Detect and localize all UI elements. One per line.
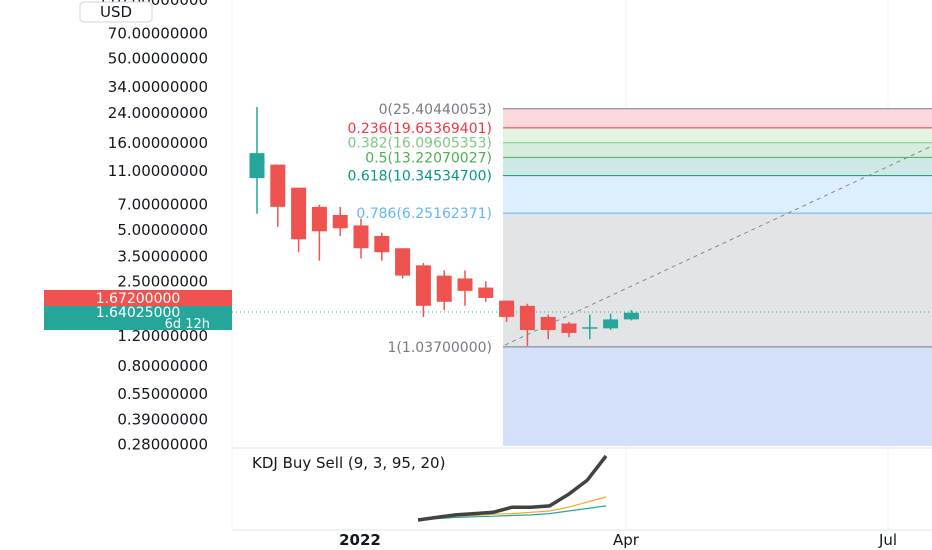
candle-body-5[interactable] (353, 225, 369, 249)
price-tick-2: 50.00000000 (108, 49, 208, 67)
price-tick-15: 0.28000000 (117, 435, 208, 453)
candle-body-13[interactable] (519, 305, 535, 331)
candle-body-8[interactable] (415, 265, 431, 306)
price-tick-3: 34.00000000 (108, 78, 208, 96)
last-price-value: 1.67200000 (96, 291, 181, 307)
fib-label-1: 0.236(19.65369401) (347, 121, 492, 137)
currency-label: USD (100, 3, 132, 21)
price-tick-13: 0.55000000 (117, 385, 208, 403)
candle-body-18[interactable] (623, 312, 639, 320)
fib-label-5: 0.786(6.25162371) (356, 206, 492, 222)
price-tick-8: 5.00000000 (117, 221, 208, 239)
price-tick-14: 0.39000000 (117, 411, 208, 429)
candle-body-12[interactable] (499, 300, 515, 317)
time-label-apr: Apr (613, 531, 640, 549)
price-tick-6: 11.00000000 (108, 162, 208, 180)
kdj-indicator-lines (417, 454, 608, 522)
indicator-title[interactable]: KDJ Buy Sell (9, 3, 95, 20) (252, 454, 445, 472)
candle-body-2[interactable] (291, 187, 307, 240)
price-tick-1: 70.00000000 (108, 24, 208, 42)
time-label-2022: 2022 (339, 531, 381, 549)
candle-body-3[interactable] (311, 206, 327, 232)
candle-body-9[interactable] (436, 275, 452, 302)
fib-zone-below (503, 346, 932, 446)
fib-label-2: 0.382(16.09605353) (347, 136, 492, 152)
fib-zone-3 (503, 142, 932, 158)
price-tick-11: 1.20000000 (117, 327, 208, 345)
price-tick-9: 3.50000000 (117, 247, 208, 265)
candle-body-15[interactable] (561, 323, 577, 333)
price-tick-5: 16.00000000 (108, 134, 208, 152)
kdj-j-line (417, 505, 607, 521)
price-axis[interactable]: 110.00000000 70.00000000 50.00000000 34.000… (98, 0, 208, 453)
bar-countdown: 6d 12h (165, 317, 210, 332)
price-tick-0: 110.00000000 (98, 0, 208, 9)
kdj-k-line (417, 454, 608, 522)
candle-body-17[interactable] (603, 319, 619, 329)
price-tick-4: 24.00000000 (108, 104, 208, 122)
candlestick-series[interactable] (249, 107, 639, 346)
fib-label-0: 0(25.40440053) (379, 102, 492, 118)
fib-zone-4 (503, 157, 932, 176)
fib-label-6: 1(1.03700000) (388, 340, 492, 356)
candle-body-7[interactable] (395, 248, 411, 276)
current-price-badge (44, 306, 232, 330)
candle-body-0[interactable] (249, 153, 265, 179)
candle-body-6[interactable] (374, 235, 390, 253)
candle-body-14[interactable] (540, 316, 556, 331)
current-price-value: 1.64025000 (96, 305, 181, 321)
candle-body-10[interactable] (457, 278, 473, 291)
price-tick-7: 7.00000000 (117, 196, 208, 214)
candle-body-16[interactable] (582, 327, 598, 329)
candle-body-4[interactable] (332, 214, 348, 229)
price-tick-12: 0.80000000 (117, 357, 208, 375)
candle-body-11[interactable] (478, 287, 494, 298)
projection-trend-line[interactable] (504, 145, 932, 346)
last-price-badge (44, 290, 232, 306)
fib-zone-5 (503, 175, 932, 214)
fib-label-4: 0.618(10.34534700) (347, 169, 492, 185)
price-tick-10: 2.50000000 (117, 272, 208, 290)
currency-badge[interactable] (79, 1, 153, 23)
fib-label-3: 0.5(13.22070027) (365, 150, 492, 166)
fib-zone-1 (503, 108, 932, 128)
fib-zone-2 (503, 127, 932, 143)
time-label-jul: Jul (878, 531, 897, 549)
candle-body-1[interactable] (270, 164, 286, 207)
